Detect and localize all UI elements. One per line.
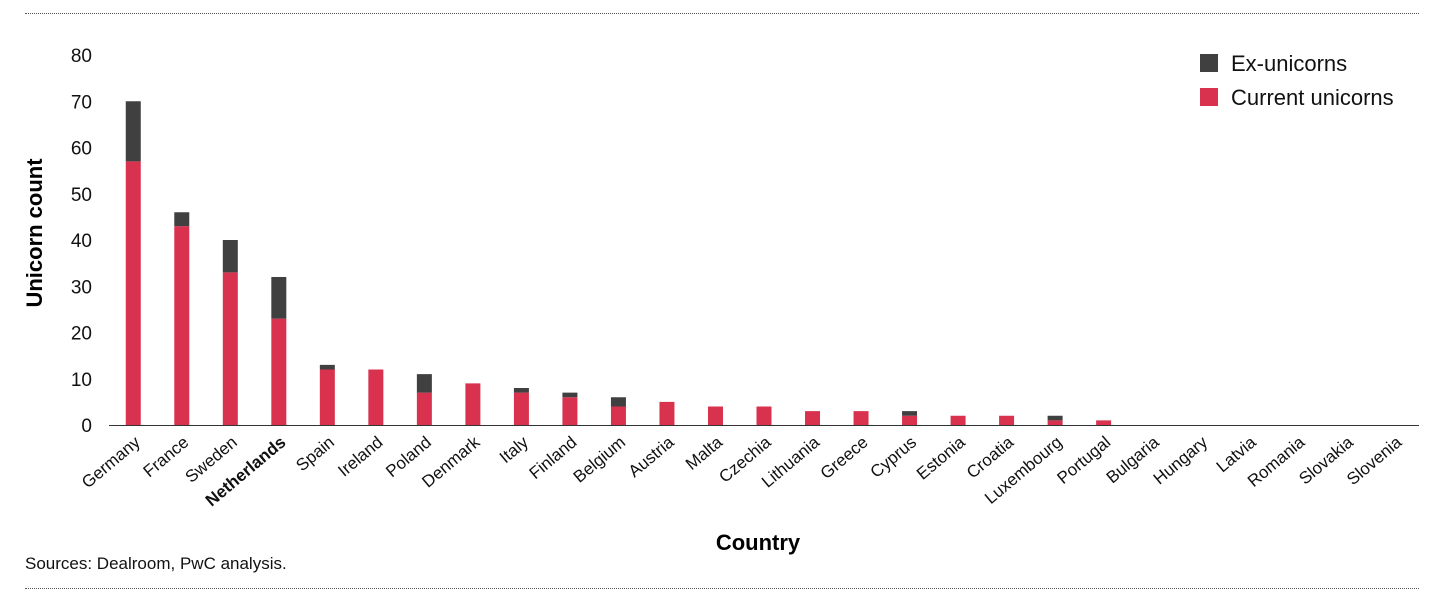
y-axis-title: Unicorn count bbox=[22, 158, 47, 308]
x-tick-label: Greece bbox=[817, 433, 872, 483]
bar-ex-unicorns bbox=[174, 212, 190, 227]
legend-swatch bbox=[1200, 88, 1218, 106]
bar-ex-unicorns bbox=[513, 388, 529, 393]
bar-current-unicorns bbox=[368, 369, 384, 425]
x-axis-title: Country bbox=[716, 530, 801, 555]
bar-ex-unicorns bbox=[902, 411, 918, 416]
bar-current-unicorns bbox=[222, 272, 238, 425]
y-tick-label: 50 bbox=[71, 185, 92, 206]
legend-label: Current unicorns bbox=[1231, 85, 1394, 110]
bar-current-unicorns bbox=[707, 406, 723, 425]
x-tick-label: Spain bbox=[292, 433, 338, 476]
legend-label: Ex-unicorns bbox=[1231, 51, 1347, 76]
bar-current-unicorns bbox=[125, 161, 141, 425]
x-tick-label: Hungary bbox=[1150, 432, 1212, 488]
x-tick-label: Portugal bbox=[1053, 433, 1114, 488]
bar-current-unicorns bbox=[1047, 420, 1063, 425]
bar-ex-unicorns bbox=[610, 397, 626, 407]
bar-current-unicorns bbox=[805, 411, 821, 425]
x-tick-label: Austria bbox=[625, 432, 678, 481]
y-tick-label: 10 bbox=[71, 370, 92, 391]
bar-current-unicorns bbox=[319, 369, 335, 425]
bar-ex-unicorns bbox=[416, 374, 432, 393]
x-tick-label: Ireland bbox=[334, 433, 386, 481]
bar-current-unicorns bbox=[950, 415, 966, 425]
y-tick-label: 30 bbox=[71, 277, 92, 298]
x-tick-label: Germany bbox=[78, 432, 144, 492]
y-tick-label: 80 bbox=[71, 46, 92, 67]
bar-current-unicorns bbox=[465, 383, 481, 425]
y-tick-label: 40 bbox=[71, 231, 92, 252]
x-tick-label: Estonia bbox=[913, 432, 969, 483]
bar-current-unicorns bbox=[562, 397, 578, 425]
bar-current-unicorns bbox=[1096, 420, 1112, 425]
y-axis-ticks: 0 10 20 30 40 50 60 70 80 bbox=[71, 46, 92, 437]
x-tick-label: Italy bbox=[496, 432, 532, 467]
y-tick-label: 20 bbox=[71, 324, 92, 345]
bars-group bbox=[125, 101, 1112, 425]
bottom-divider bbox=[25, 588, 1419, 589]
x-tick-label: Slovenia bbox=[1343, 432, 1406, 489]
bar-current-unicorns bbox=[659, 401, 675, 425]
x-tick-label: Belgium bbox=[570, 433, 629, 487]
bar-current-unicorns bbox=[999, 415, 1015, 425]
y-tick-label: 60 bbox=[71, 139, 92, 160]
y-tick-label: 70 bbox=[71, 92, 92, 113]
bar-current-unicorns bbox=[416, 392, 432, 425]
x-tick-label: Cyprus bbox=[867, 433, 920, 482]
legend-swatch bbox=[1200, 54, 1218, 72]
top-divider bbox=[25, 13, 1419, 14]
bar-current-unicorns bbox=[174, 226, 190, 425]
bar-current-unicorns bbox=[756, 406, 772, 425]
bar-current-unicorns bbox=[610, 406, 626, 425]
bar-ex-unicorns bbox=[319, 364, 335, 370]
source-note: Sources: Dealroom, PwC analysis. bbox=[25, 554, 287, 573]
y-tick-label: 0 bbox=[81, 416, 92, 437]
bar-ex-unicorns bbox=[1047, 415, 1063, 421]
bar-ex-unicorns bbox=[562, 392, 578, 398]
bar-ex-unicorns bbox=[125, 101, 141, 162]
bar-current-unicorns bbox=[902, 415, 918, 425]
legend: Ex-unicorns Current unicorns bbox=[1200, 51, 1394, 110]
bar-current-unicorns bbox=[513, 392, 529, 425]
bar-current-unicorns bbox=[853, 411, 869, 425]
bar-current-unicorns bbox=[271, 318, 287, 425]
bar-ex-unicorns bbox=[222, 240, 238, 273]
bar-ex-unicorns bbox=[271, 277, 287, 319]
